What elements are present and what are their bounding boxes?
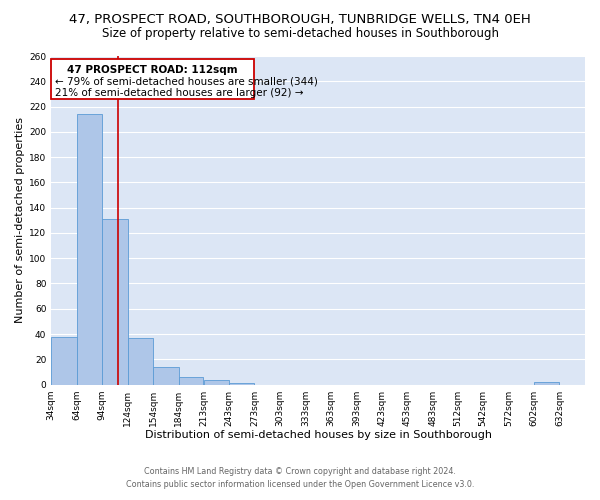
Text: 47 PROSPECT ROAD: 112sqm: 47 PROSPECT ROAD: 112sqm — [67, 66, 238, 76]
Bar — [179, 377, 203, 384]
Text: Contains HM Land Registry data © Crown copyright and database right 2024.
Contai: Contains HM Land Registry data © Crown c… — [126, 467, 474, 489]
Text: ← 79% of semi-detached houses are smaller (344): ← 79% of semi-detached houses are smalle… — [55, 76, 317, 86]
Text: Size of property relative to semi-detached houses in Southborough: Size of property relative to semi-detach… — [101, 28, 499, 40]
Bar — [203, 380, 229, 384]
Bar — [154, 367, 179, 384]
Bar — [52, 336, 77, 384]
Bar — [128, 338, 153, 384]
Y-axis label: Number of semi-detached properties: Number of semi-detached properties — [15, 118, 25, 324]
Text: 21% of semi-detached houses are larger (92) →: 21% of semi-detached houses are larger (… — [55, 88, 303, 98]
Bar — [534, 382, 559, 384]
Text: 47, PROSPECT ROAD, SOUTHBOROUGH, TUNBRIDGE WELLS, TN4 0EH: 47, PROSPECT ROAD, SOUTHBOROUGH, TUNBRID… — [69, 12, 531, 26]
Bar — [77, 114, 102, 384]
FancyBboxPatch shape — [51, 58, 254, 99]
Bar — [103, 219, 128, 384]
X-axis label: Distribution of semi-detached houses by size in Southborough: Distribution of semi-detached houses by … — [145, 430, 491, 440]
